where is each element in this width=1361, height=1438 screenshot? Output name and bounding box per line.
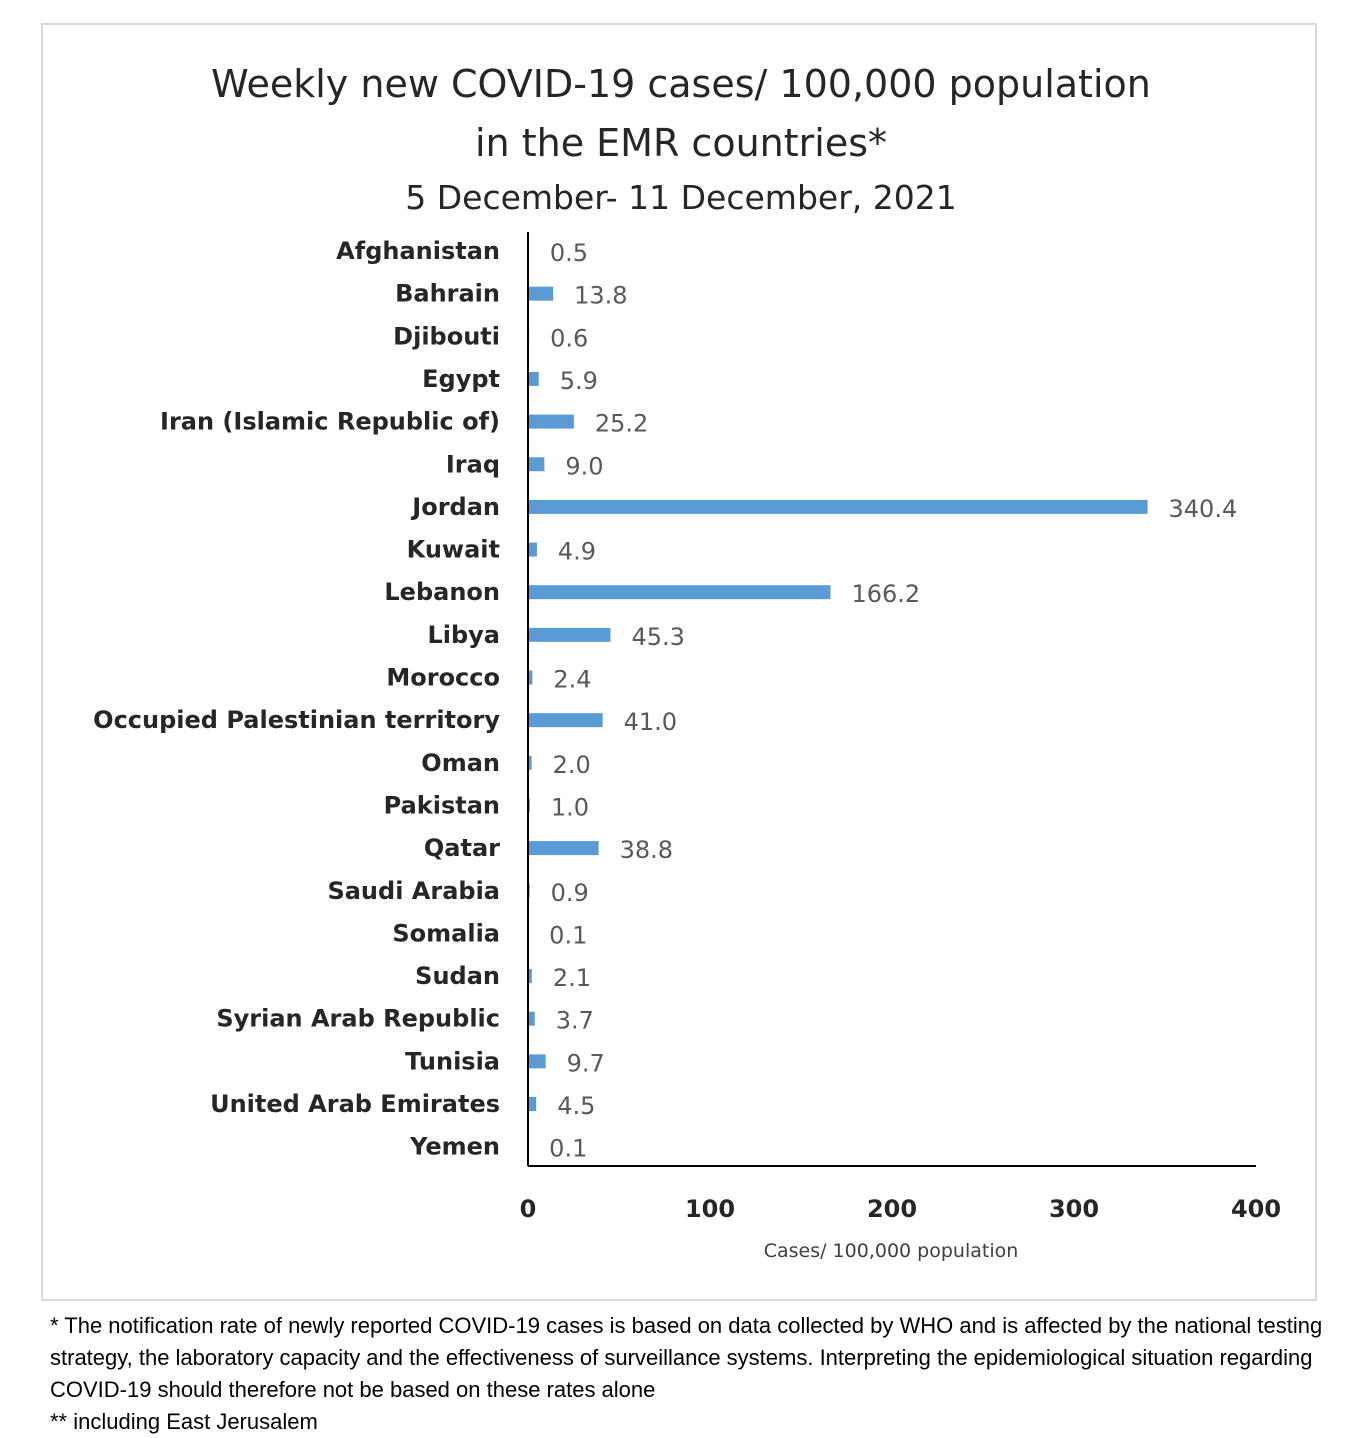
category-label: Kuwait [407,536,500,564]
x-axis-ticks: 0 100 200 300 400 [520,1195,1281,1223]
category-label: Qatar [424,834,500,862]
bar [528,1097,536,1111]
value-label: 3.7 [556,1007,594,1035]
bar [528,1012,535,1026]
category-label: Occupied Palestinian territory [93,706,500,734]
value-label: 0.5 [550,239,588,267]
chart-subtitle: 5 December- 11 December, 2021 [405,178,956,217]
bar [528,372,539,386]
bars-group [528,244,1148,1154]
value-label: 166.2 [851,580,920,608]
category-label: Morocco [386,664,500,692]
value-label: 2.4 [553,666,591,694]
category-label: Lebanon [384,578,500,606]
x-tick-label: 100 [685,1195,735,1223]
category-labels: Afghanistan Bahrain Djibouti Egypt Iran (Isl… [93,237,500,1161]
bar [528,457,544,471]
category-label: Bahrain [395,280,500,308]
category-label: Tunisia [405,1047,500,1075]
x-tick-label: 0 [520,1195,537,1223]
chart-title: Weekly new COVID-19 cases/ 100,000 popul… [211,62,1151,106]
value-label: 5.9 [560,367,598,395]
x-tick-label: 300 [1049,1195,1099,1223]
x-axis-title: Cases/ 100,000 population [764,1240,1019,1262]
value-label: 9.0 [565,452,603,480]
value-label: 4.5 [557,1092,595,1120]
bar [528,713,603,727]
bar [528,287,553,301]
footnotes: * The notification rate of newly reporte… [50,1310,1330,1438]
category-label: Saudi Arabia [327,877,500,905]
x-tick-label: 400 [1231,1195,1281,1223]
category-label: United Arab Emirates [210,1090,500,1118]
value-label: 41.0 [624,708,677,736]
value-label: 0.9 [551,879,589,907]
category-label: Egypt [422,365,500,393]
value-label: 4.9 [558,538,596,566]
footnote-1: * The notification rate of newly reporte… [50,1310,1330,1406]
bar [528,543,537,557]
value-labels: 0.5 13.8 0.6 5.9 25.2 9.0 340.4 4.9 166.2 45.3 2.4… [549,239,1237,1163]
chart-title-line2: in the EMR countries* [475,121,887,165]
chart-frame: Weekly new COVID-19 cases/ 100,000 popul… [41,23,1317,1301]
bar [528,415,574,429]
bar [528,628,610,642]
value-label: 1.0 [551,793,589,821]
value-label: 38.8 [620,836,673,864]
bar [528,500,1148,514]
bar [528,585,830,599]
bar [528,841,599,855]
value-label: 0.1 [549,1135,587,1163]
category-label: Djibouti [393,322,500,350]
category-label: Oman [421,749,500,777]
category-label: Libya [427,621,500,649]
value-label: 340.4 [1169,495,1238,523]
category-label: Pakistan [384,791,500,819]
category-label: Jordan [410,493,500,521]
bar [528,1054,546,1068]
value-label: 2.0 [553,751,591,779]
value-label: 9.7 [567,1049,605,1077]
value-label: 0.6 [550,324,588,352]
bar-chart: Weekly new COVID-19 cases/ 100,000 popul… [43,25,1315,1299]
value-label: 13.8 [574,282,627,310]
category-label: Somalia [392,919,500,947]
category-label: Sudan [415,962,500,990]
value-label: 25.2 [595,410,648,438]
category-label: Afghanistan [336,237,500,265]
footnote-2: ** including East Jerusalem [50,1406,1330,1438]
category-label: Syrian Arab Republic [216,1005,500,1033]
value-label: 0.1 [549,921,587,949]
category-label: Iraq [446,450,500,478]
x-tick-label: 200 [867,1195,917,1223]
value-label: 45.3 [631,623,684,651]
category-label: Iran (Islamic Republic of) [160,408,500,436]
value-label: 2.1 [553,964,591,992]
category-label: Yemen [409,1133,500,1161]
